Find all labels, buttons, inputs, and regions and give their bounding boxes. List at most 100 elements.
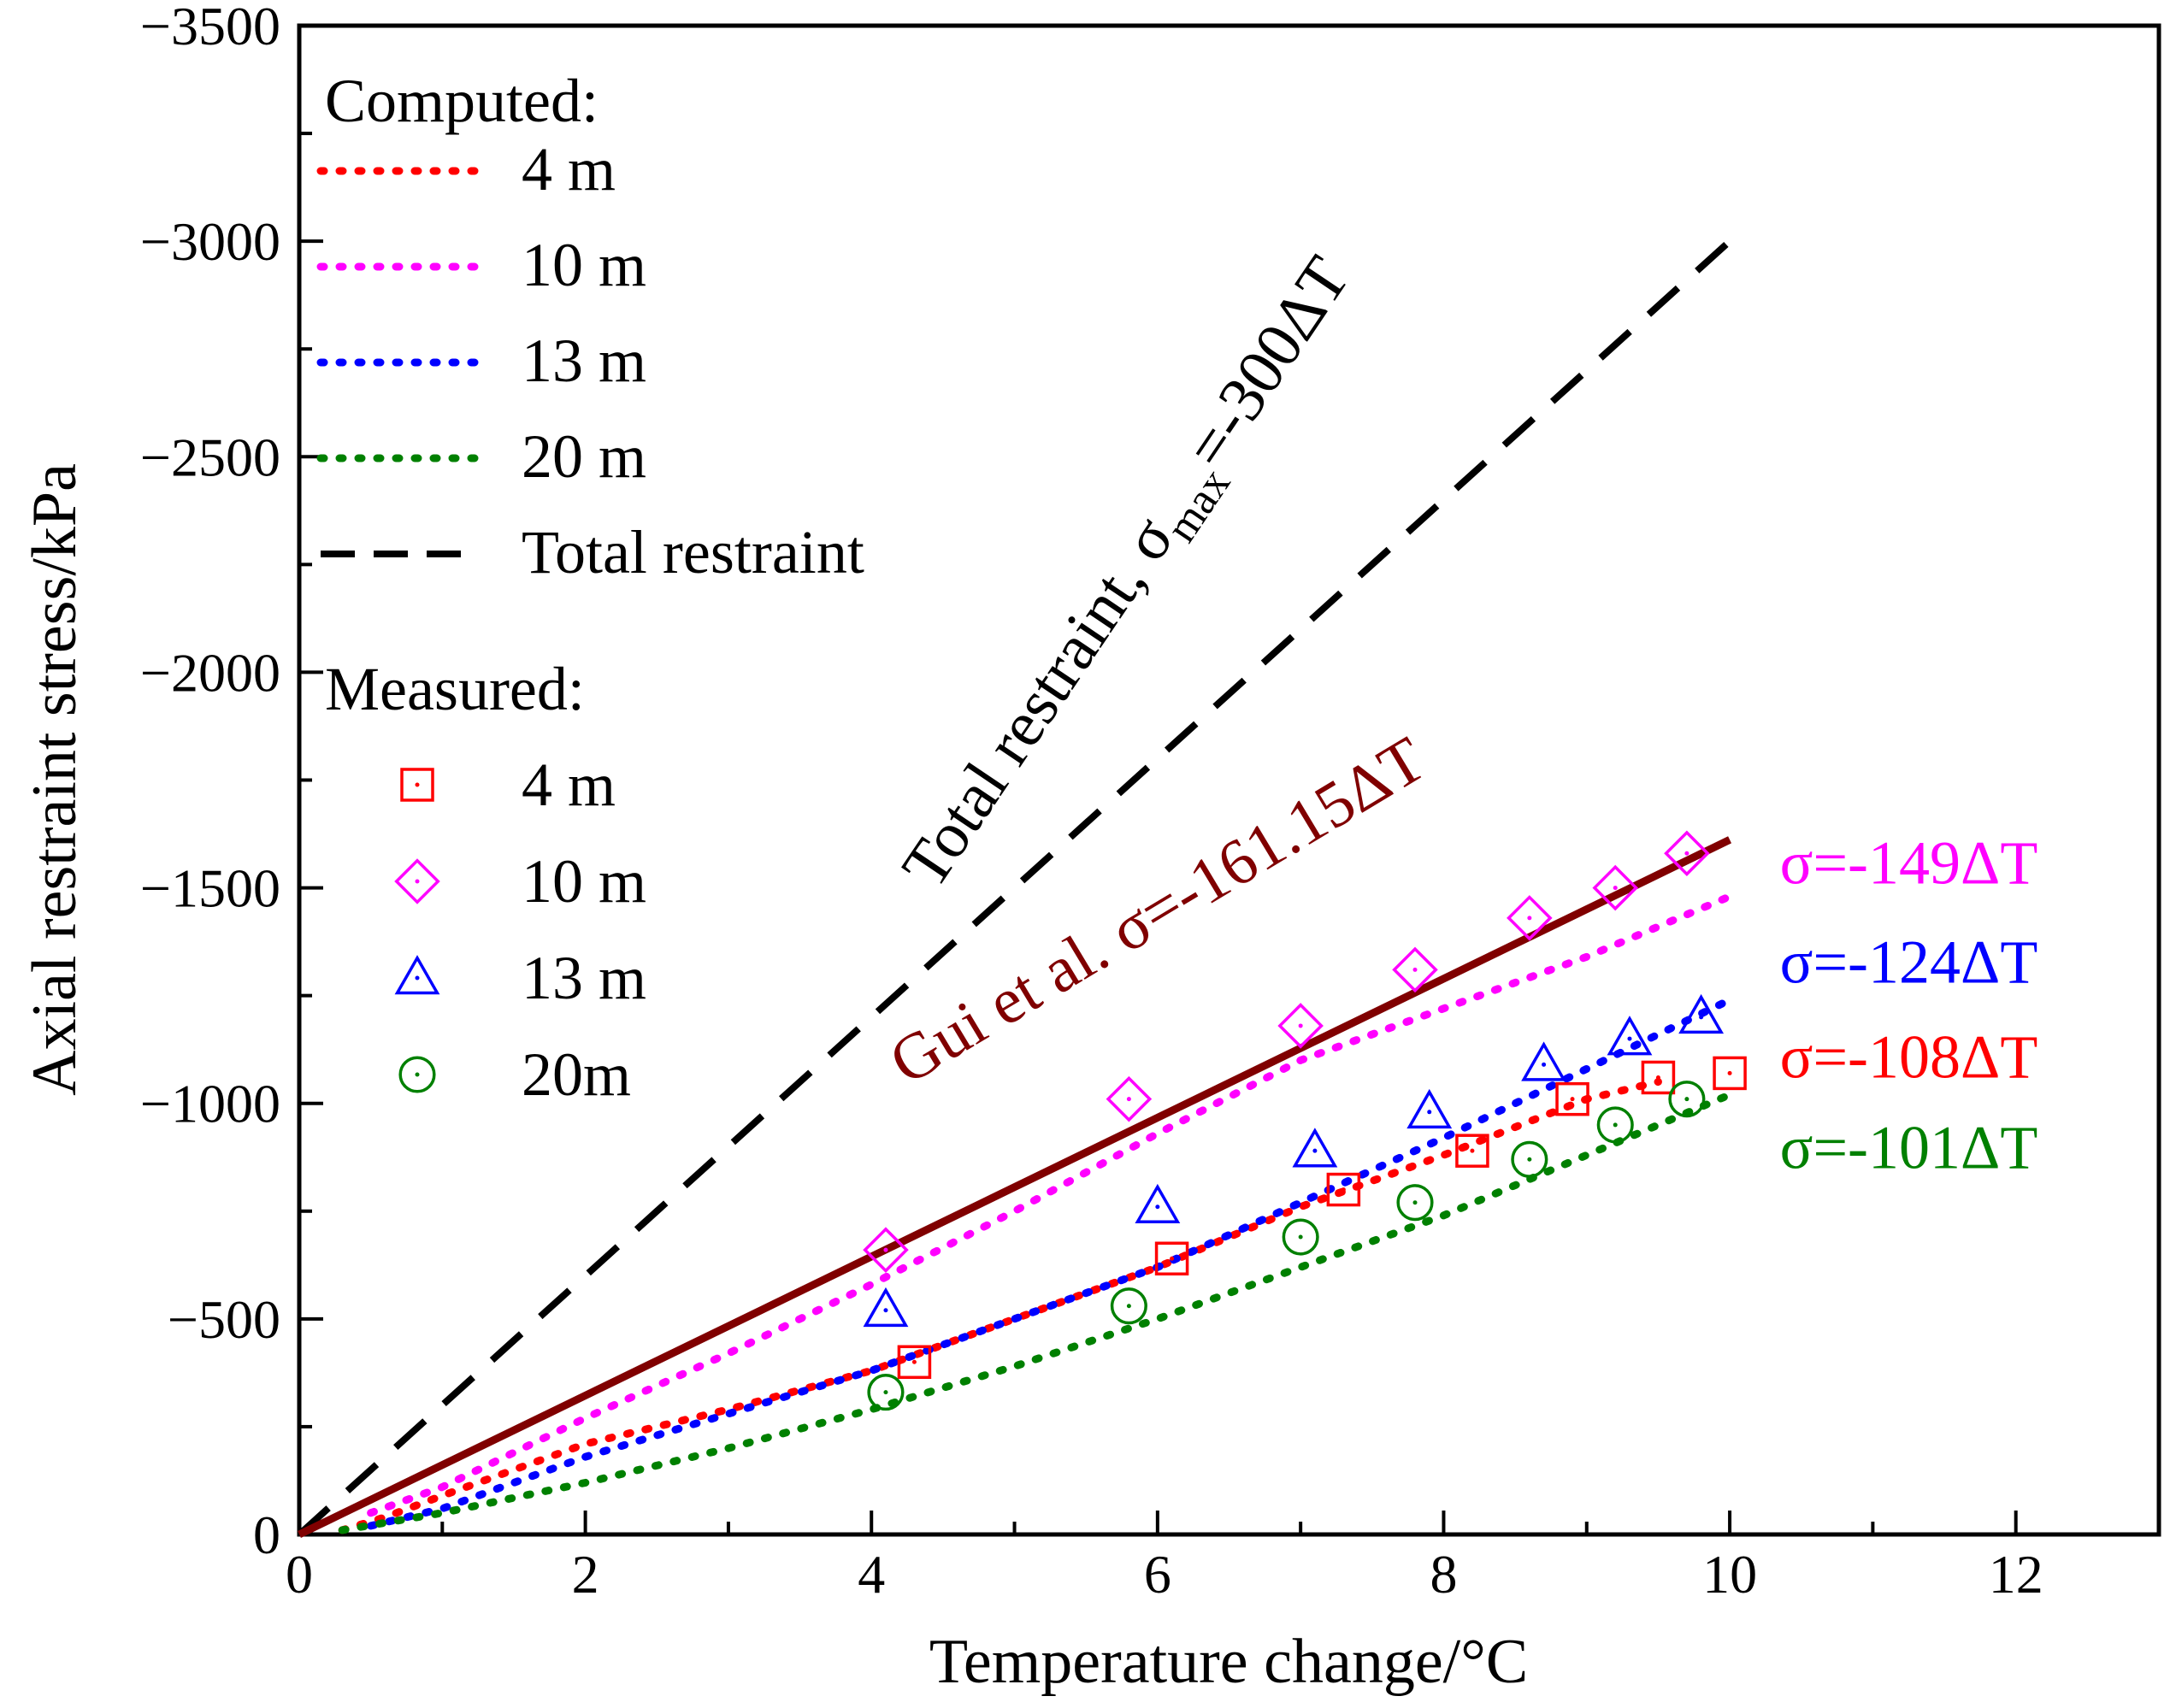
measured-point-10m — [1106, 1075, 1153, 1122]
measured-point-4m-center — [911, 1359, 917, 1364]
measured-point-4m — [1555, 1081, 1589, 1116]
measured-point-20m-center — [1684, 1097, 1689, 1102]
x-tick-label: 2 — [572, 1544, 599, 1605]
legend-computed-label-3: 20 m — [522, 422, 646, 491]
x-tick-label: 8 — [1430, 1544, 1457, 1605]
fit-label-101-main: σ=-101ΔT — [1780, 1113, 2038, 1181]
measured-point-13m — [1678, 993, 1725, 1034]
y-axis-label: Axial restraint stress/kPa — [20, 463, 90, 1096]
legend-computed-label-2: 13 m — [522, 327, 646, 395]
measured-point-20m — [1282, 1218, 1319, 1256]
measured-point-20m — [1596, 1106, 1634, 1144]
measured-point-13m — [1607, 1016, 1653, 1056]
markers — [863, 830, 1747, 1411]
measured-point-20m-center — [883, 1390, 888, 1395]
legend: Computed: Measured: 4 m 10 m 13 m 20 m Total… — [316, 67, 864, 1109]
measured-point-4m-center — [1570, 1097, 1575, 1102]
computed-line-10m — [367, 892, 1734, 1517]
legend-measured-marker-1 — [394, 858, 440, 904]
measured-point-13m — [1292, 1128, 1338, 1168]
y-tick-label: 0 — [253, 1505, 280, 1565]
measured-point-13m-center — [1627, 1036, 1632, 1041]
measured-point-4m — [1154, 1241, 1189, 1276]
measured-point-4m-center — [1655, 1075, 1660, 1080]
measured-point-10m-center — [1298, 1023, 1303, 1028]
measured-point-10m-center — [1412, 967, 1418, 972]
x-axis-label: Temperature change/°C — [929, 1627, 1528, 1697]
line-gui-et-al- — [298, 836, 1732, 1539]
y-tick-label: −2500 — [140, 427, 280, 487]
measured-point-10m-center — [1126, 1097, 1131, 1102]
y-tick-label: −3000 — [140, 211, 280, 272]
total-restraint-annotation-main: Total restraint, σ — [888, 504, 1188, 900]
ticks: 0 2 4 6 8 10 12 0 −500 −1000 −1500 −2000 −2500 −3000 −… — [140, 0, 2043, 1605]
measured-point-20m-center — [1613, 1122, 1618, 1128]
measured-point-10m — [863, 1227, 909, 1273]
measured-point-4m — [897, 1345, 932, 1380]
measured-point-4m-center — [1727, 1070, 1732, 1075]
measured-point-4m-center — [1341, 1187, 1346, 1193]
measured-point-10m — [1392, 946, 1438, 993]
legend-measured-label-1: 10 m — [522, 847, 646, 916]
measured-point-4m — [1455, 1134, 1489, 1168]
computed-line-4m — [338, 1078, 1662, 1534]
legend-measured-marker-2 — [394, 955, 440, 995]
measured-point-10m-center — [883, 1247, 888, 1252]
measured-point-20m — [1511, 1140, 1548, 1178]
computed-line-13m — [367, 996, 1734, 1530]
fit-label-124-main: σ=-124ΔT — [1780, 928, 2038, 997]
measured-point-10m-center — [1684, 851, 1689, 856]
legend-measured-marker-0 — [400, 768, 434, 802]
legend-computed-label-4: Total restraint — [522, 518, 864, 586]
lines — [297, 239, 1734, 1539]
measured-point-20m — [1396, 1184, 1434, 1222]
measured-point-20m — [1110, 1287, 1147, 1325]
legend-measured-header: Measured: — [325, 655, 585, 723]
fit-label-101: σ=-101ΔT — [1780, 1113, 2038, 1181]
measured-point-20m-center — [1126, 1304, 1131, 1309]
measured-point-13m — [1135, 1183, 1181, 1224]
legend-measured-marker-2-center — [415, 975, 420, 981]
line-total-restraint — [297, 239, 1732, 1537]
x-tick-label: 0 — [286, 1544, 313, 1605]
measured-point-13m-center — [1427, 1110, 1432, 1115]
y-tick-label: −3500 — [140, 0, 280, 56]
y-tick-label: −500 — [168, 1289, 280, 1350]
measured-point-13m-center — [1542, 1062, 1547, 1067]
measured-point-4m — [1713, 1056, 1747, 1091]
measured-point-13m-center — [883, 1308, 888, 1313]
measured-point-10m — [1277, 1003, 1324, 1049]
measured-point-10m — [1507, 895, 1553, 941]
total-restraint-annotation-suffix: =-300ΔT — [1171, 244, 1364, 481]
measured-point-13m-center — [1155, 1204, 1160, 1210]
legend-measured-marker-3 — [398, 1056, 436, 1093]
legend-computed-label-0: 4 m — [522, 135, 616, 203]
legend-computed-items: 4 m 10 m 13 m 20 m Total restraint — [316, 135, 864, 586]
measured-point-13m-center — [1312, 1148, 1318, 1153]
y-tick-label: −1000 — [140, 1074, 280, 1134]
legend-computed-label-1: 10 m — [522, 231, 646, 299]
fit-label-149: σ=-149ΔT — [1780, 829, 2038, 898]
measured-point-4m-center — [1170, 1256, 1175, 1261]
legend-measured-label-2: 13 m — [522, 944, 646, 1012]
y-tick-label: −1500 — [140, 858, 280, 919]
legend-measured-label-0: 4 m — [522, 751, 616, 819]
measured-point-10m-center — [1613, 886, 1618, 891]
measured-point-10m — [1664, 830, 1710, 877]
x-tick-label: 6 — [1144, 1544, 1171, 1605]
fit-label-108: σ=-108ΔT — [1780, 1022, 2038, 1091]
legend-measured-label-3: 20m — [522, 1040, 631, 1109]
measured-point-20m-center — [1412, 1200, 1418, 1205]
measured-point-4m — [1326, 1172, 1361, 1207]
measured-point-13m — [863, 1287, 909, 1328]
fit-label-124: σ=-124ΔT — [1780, 928, 2038, 997]
legend-computed-header: Computed: — [325, 67, 599, 135]
x-tick-label: 12 — [1989, 1544, 2043, 1605]
measured-point-13m — [1406, 1088, 1453, 1129]
fit-label-149-main: σ=-149ΔT — [1780, 829, 2038, 898]
measured-point-4m — [1641, 1060, 1676, 1095]
measured-point-20m-center — [1298, 1234, 1303, 1240]
measured-point-20m-center — [1527, 1157, 1532, 1162]
computed-line-20m — [338, 1091, 1734, 1534]
